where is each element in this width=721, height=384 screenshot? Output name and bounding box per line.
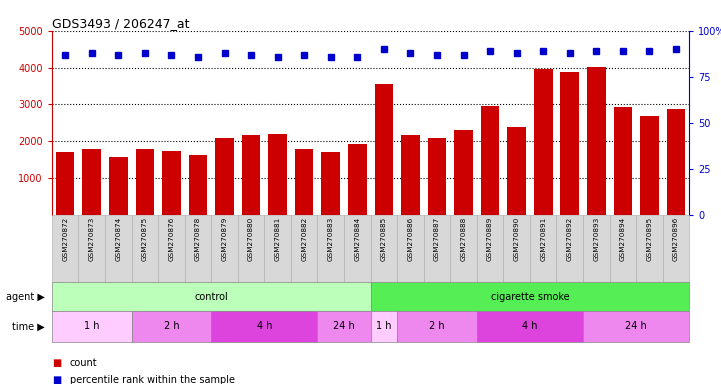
Bar bbox=[189, 155, 207, 215]
Bar bbox=[109, 157, 128, 215]
Text: GSM270893: GSM270893 bbox=[593, 217, 599, 261]
Bar bbox=[454, 129, 473, 215]
Text: GSM270894: GSM270894 bbox=[620, 217, 626, 261]
Bar bbox=[216, 138, 234, 215]
Text: 4 h: 4 h bbox=[257, 321, 272, 331]
Text: GSM270879: GSM270879 bbox=[221, 217, 228, 261]
Text: 2 h: 2 h bbox=[429, 321, 445, 331]
Text: GSM270896: GSM270896 bbox=[673, 217, 679, 261]
Bar bbox=[56, 152, 74, 215]
Bar bbox=[242, 135, 260, 215]
Text: GSM270888: GSM270888 bbox=[461, 217, 466, 261]
Text: 1 h: 1 h bbox=[376, 321, 392, 331]
Bar bbox=[348, 144, 366, 215]
Text: 24 h: 24 h bbox=[625, 321, 647, 331]
Text: count: count bbox=[70, 358, 97, 368]
Text: agent ▶: agent ▶ bbox=[6, 291, 45, 302]
Text: GSM270880: GSM270880 bbox=[248, 217, 254, 261]
Text: GSM270892: GSM270892 bbox=[567, 217, 572, 261]
Text: GSM270886: GSM270886 bbox=[407, 217, 413, 261]
Bar bbox=[640, 116, 659, 215]
Text: cigarette smoke: cigarette smoke bbox=[490, 291, 570, 302]
Text: ■: ■ bbox=[52, 358, 61, 368]
Text: GSM270885: GSM270885 bbox=[381, 217, 387, 261]
Text: 2 h: 2 h bbox=[164, 321, 180, 331]
Text: GDS3493 / 206247_at: GDS3493 / 206247_at bbox=[52, 17, 190, 30]
Bar bbox=[667, 109, 685, 215]
Text: 1 h: 1 h bbox=[84, 321, 99, 331]
Text: GSM270895: GSM270895 bbox=[647, 217, 653, 261]
Bar bbox=[401, 135, 420, 215]
Text: GSM270890: GSM270890 bbox=[513, 217, 520, 261]
Text: 24 h: 24 h bbox=[333, 321, 355, 331]
Text: GSM270884: GSM270884 bbox=[354, 217, 360, 261]
Text: GSM270873: GSM270873 bbox=[89, 217, 94, 261]
Text: ■: ■ bbox=[52, 375, 61, 384]
Bar bbox=[560, 72, 579, 215]
Text: time ▶: time ▶ bbox=[12, 321, 45, 331]
Text: GSM270883: GSM270883 bbox=[328, 217, 334, 261]
Bar bbox=[508, 127, 526, 215]
Text: GSM270881: GSM270881 bbox=[275, 217, 280, 261]
Text: control: control bbox=[195, 291, 228, 302]
Bar bbox=[534, 69, 552, 215]
Text: GSM270882: GSM270882 bbox=[301, 217, 307, 261]
Text: GSM270872: GSM270872 bbox=[62, 217, 68, 261]
Text: GSM270874: GSM270874 bbox=[115, 217, 121, 261]
Bar bbox=[614, 107, 632, 215]
Text: GSM270887: GSM270887 bbox=[434, 217, 440, 261]
Text: GSM270875: GSM270875 bbox=[142, 217, 148, 261]
Bar bbox=[481, 106, 500, 215]
Bar bbox=[82, 149, 101, 215]
Bar bbox=[375, 84, 393, 215]
Bar bbox=[295, 149, 314, 215]
Bar bbox=[162, 151, 181, 215]
Text: percentile rank within the sample: percentile rank within the sample bbox=[70, 375, 235, 384]
Text: GSM270889: GSM270889 bbox=[487, 217, 493, 261]
Bar bbox=[322, 152, 340, 215]
Text: GSM270891: GSM270891 bbox=[540, 217, 547, 261]
Bar bbox=[428, 138, 446, 215]
Text: 4 h: 4 h bbox=[522, 321, 538, 331]
Bar bbox=[268, 134, 287, 215]
Text: GSM270878: GSM270878 bbox=[195, 217, 201, 261]
Bar bbox=[587, 67, 606, 215]
Bar bbox=[136, 149, 154, 215]
Text: GSM270876: GSM270876 bbox=[169, 217, 174, 261]
